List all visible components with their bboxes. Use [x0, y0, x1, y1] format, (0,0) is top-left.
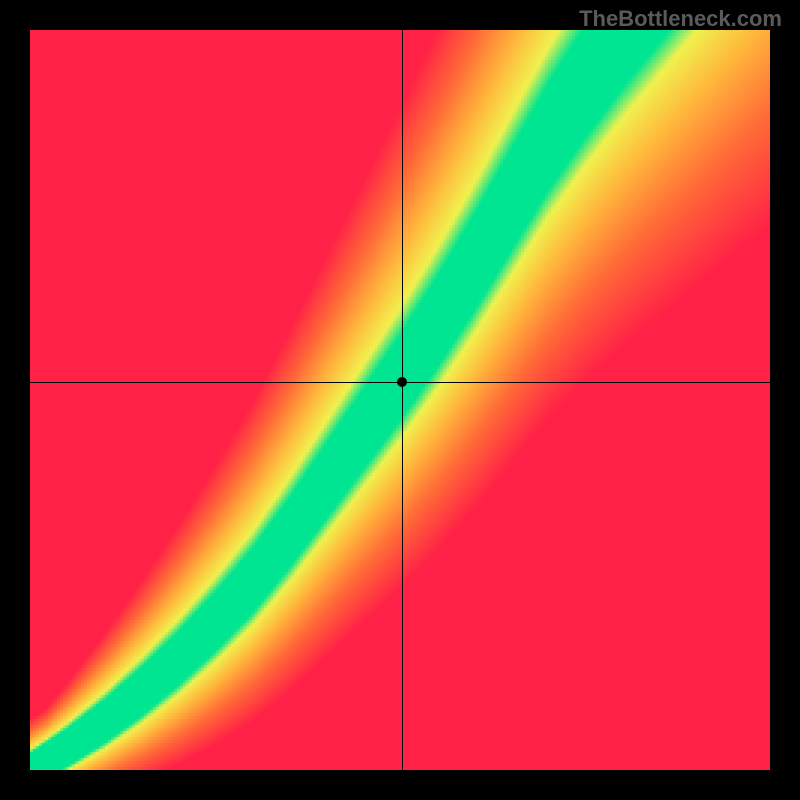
- chart-container: { "watermark": "TheBottleneck.com", "can…: [0, 0, 800, 800]
- crosshair-vertical: [402, 30, 403, 770]
- bottleneck-heatmap: [30, 30, 770, 770]
- watermark-text: TheBottleneck.com: [579, 6, 782, 32]
- selection-marker: [397, 377, 407, 387]
